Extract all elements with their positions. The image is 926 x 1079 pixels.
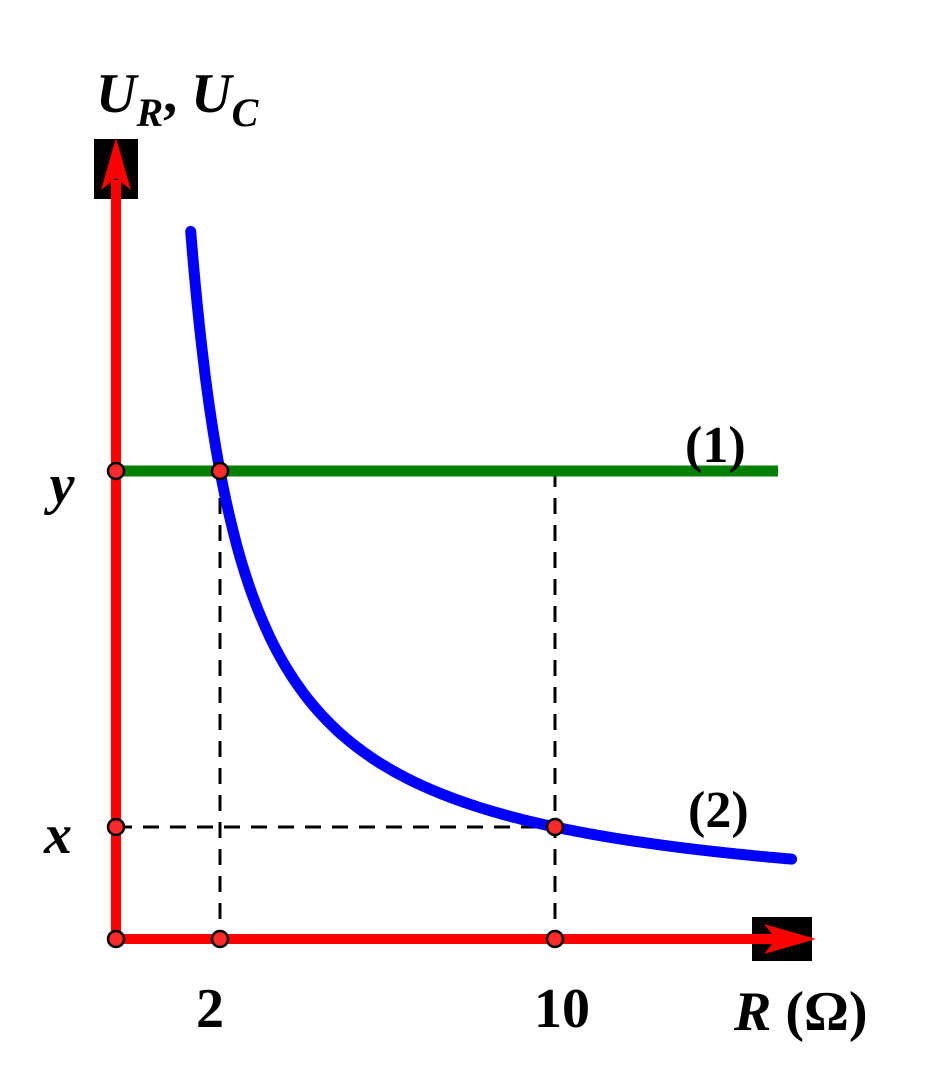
x-tick-label-10: 10 (534, 978, 590, 1040)
marker-y-axis-x (106, 817, 126, 837)
y-tick-label-y: y (44, 454, 76, 516)
y-tick-label-x: x (43, 804, 72, 866)
point-markers (106, 461, 565, 949)
series-1-label: (1) (685, 417, 746, 474)
x-axis-arrowhead (764, 924, 816, 954)
guide-lines (116, 471, 557, 939)
x-tick-label-2: 2 (196, 978, 224, 1040)
marker-curve-10 (545, 817, 565, 837)
series-2-curve (185, 225, 798, 865)
y-axis-label: UR, UC (96, 63, 260, 135)
x-axis-label: R (Ω) (733, 981, 868, 1043)
marker-y-axis-y (106, 461, 126, 481)
marker-origin (106, 929, 126, 949)
marker-x-axis-2 (210, 929, 230, 949)
y-axis-arrowhead (101, 138, 131, 190)
marker-x-axis-10 (545, 929, 565, 949)
series-2-label: (2) (688, 782, 749, 839)
marker-intersection (210, 461, 230, 481)
